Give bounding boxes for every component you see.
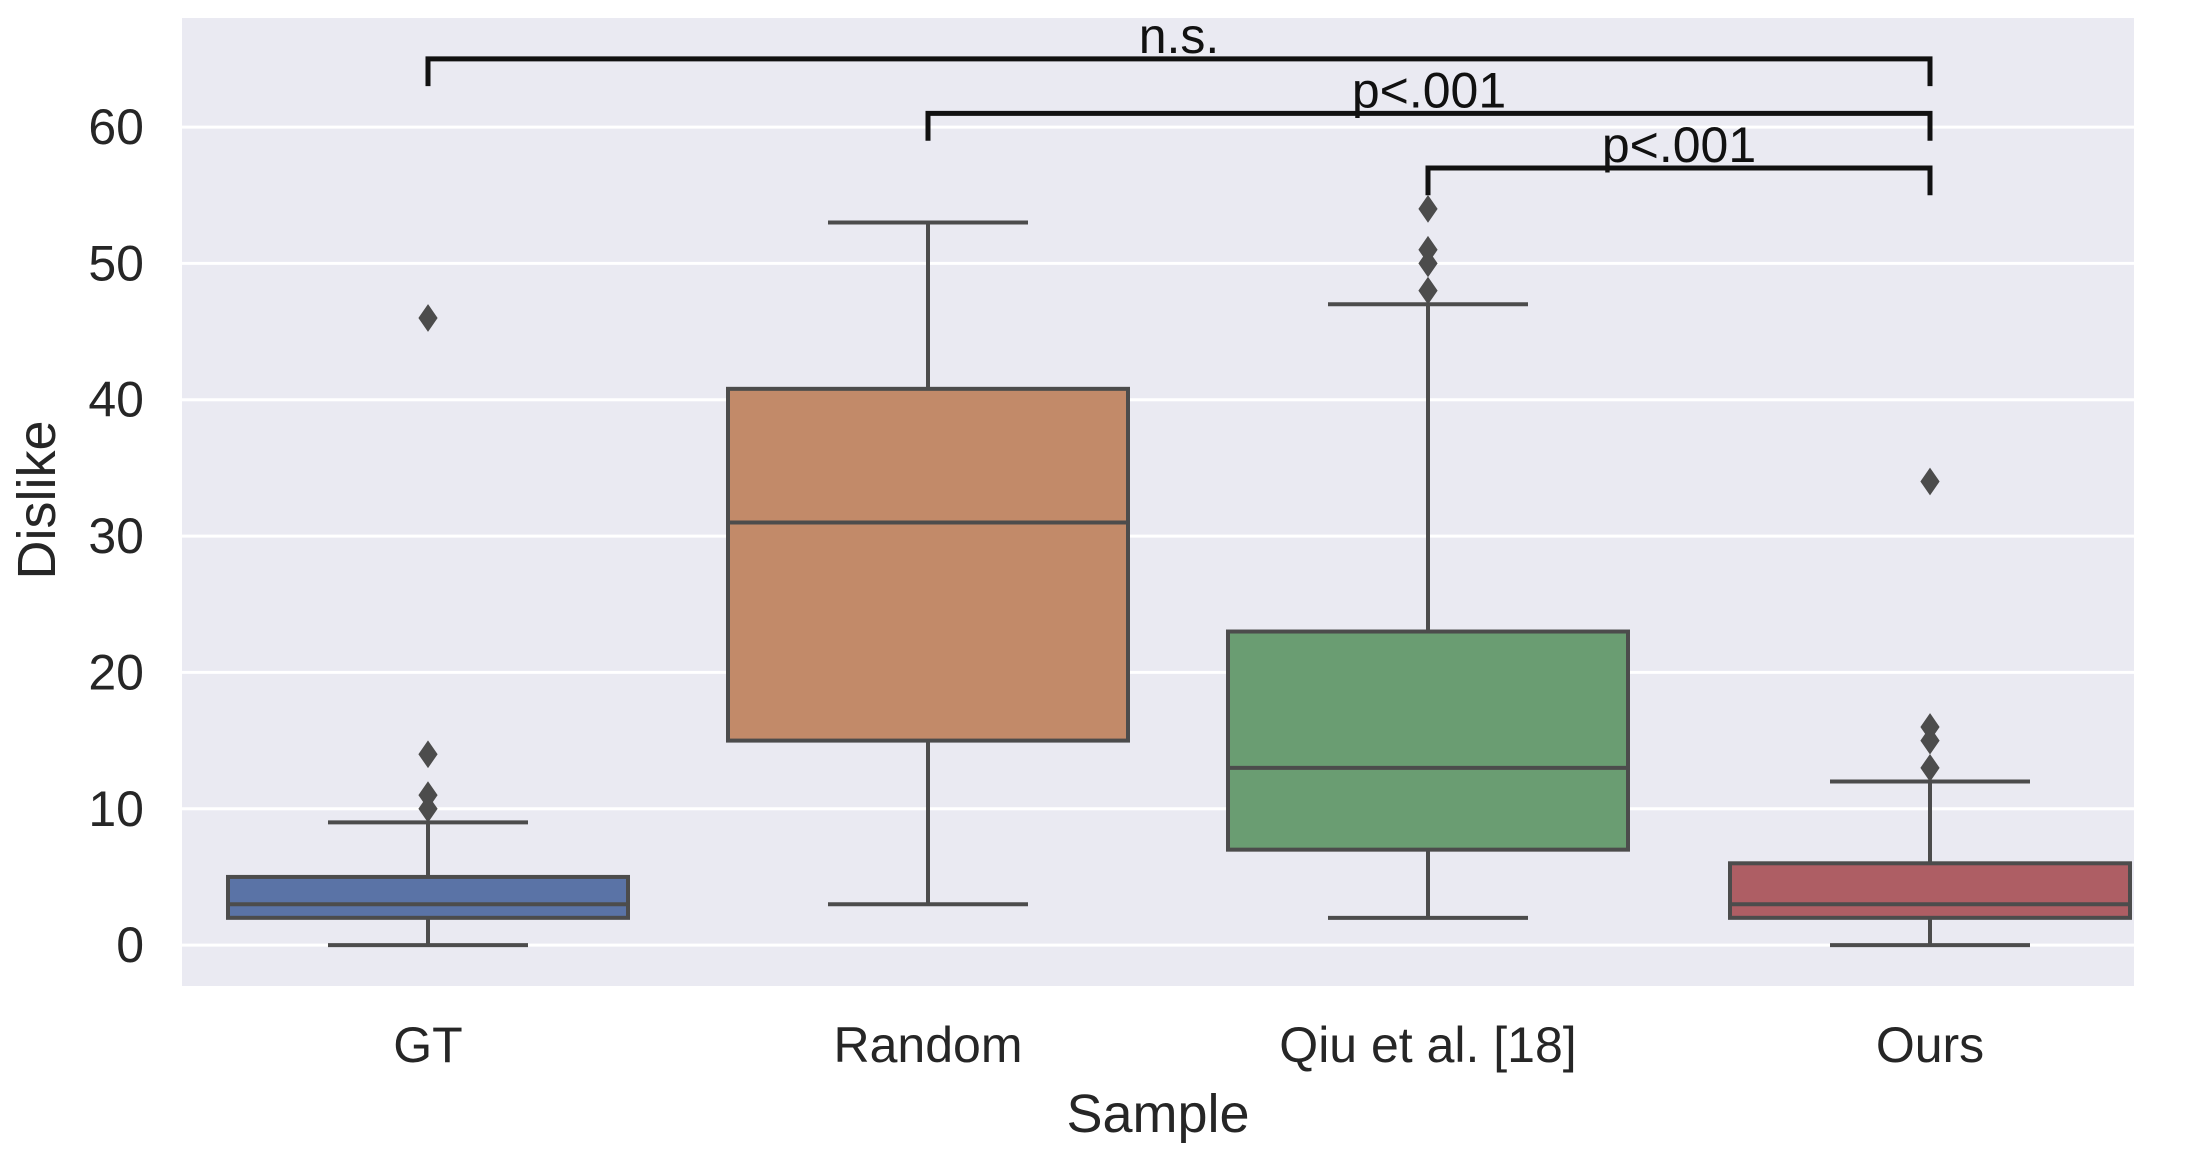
box-group-1 [726,220,1130,907]
x-tick-label-1: Random [834,1017,1023,1073]
y-tick-label-50: 50 [88,235,144,291]
iqr-box [226,874,630,920]
y-tick-label-30: 30 [88,508,144,564]
boxes [226,194,2132,948]
y-tick-label-40: 40 [88,372,144,428]
x-axis-label: Sample [1066,1084,1249,1144]
iqr-box [1728,861,2132,920]
outlier-point-2 [1418,235,1438,264]
y-tick-label-10: 10 [88,781,144,837]
bracket-line [425,56,1933,87]
significance-annotations: n.s. p<.001 p<.001 [425,8,1933,196]
outlier-point-2 [1920,713,1940,741]
outlier-point-3 [418,304,438,332]
x-tick-label-3: Ours [1876,1017,1984,1073]
significance-label: p<.001 [1352,62,1506,118]
x-tick-label-0: GT [393,1017,462,1073]
outlier-point-2 [418,740,438,769]
outlier-point-3 [1920,467,1940,496]
y-tick-label-20: 20 [88,644,144,700]
outlier-point-1 [418,781,438,810]
x-tick-label-2: Qiu et al. [18] [1279,1017,1576,1073]
plot-background [182,18,2134,986]
significance-label: p<.001 [1602,117,1756,173]
box-group-0 [226,304,630,948]
box-group-2 [1226,194,1630,920]
significance-label: n.s. [1139,8,1220,64]
axes: 0 10 20 30 40 50 60 GT Random Qiu et al. [18] Ours [88,99,1984,1073]
iqr-box [726,386,1130,743]
significance-bracket-2: p<.001 [1425,117,1933,196]
y-tick-label-0: 0 [116,917,144,973]
outlier-point-0 [1418,276,1438,305]
bracket-line [1425,165,1933,196]
grid-lines [182,125,2134,947]
significance-bracket-1: p<.001 [925,62,1933,141]
bracket-line [925,110,1933,141]
iqr-box [1226,629,1630,852]
y-tick-label-60: 60 [88,99,144,155]
outlier-point-3 [1418,194,1438,223]
significance-bracket-0: n.s. [425,8,1933,87]
y-axis-label: Dislike [7,420,67,579]
outlier-point-0 [1920,753,1940,782]
box-group-3 [1728,467,2132,948]
